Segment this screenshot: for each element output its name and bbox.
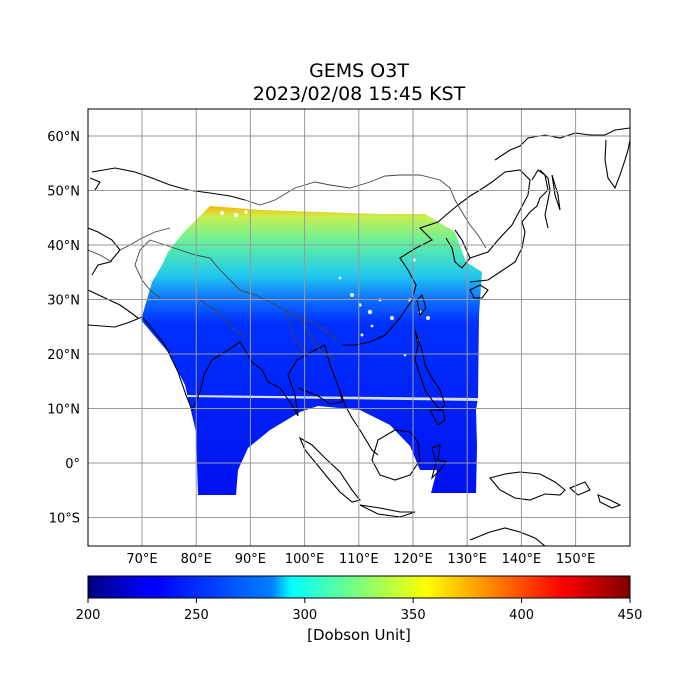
longitude-label: 100°E	[285, 552, 325, 567]
longitude-label: 90°E	[235, 552, 266, 567]
latitude-label: 30°N	[47, 294, 80, 309]
latitude-label: 20°N	[47, 348, 80, 363]
map-title: GEMS O3T	[309, 60, 409, 82]
latitude-label: 10°N	[47, 403, 80, 418]
latitude-label: 0°	[65, 457, 80, 472]
ozone-swath	[141, 206, 482, 495]
colorbar-tick-label: 200	[76, 608, 101, 623]
latitude-label: 50°N	[47, 185, 80, 200]
longitude-labels: 70°E 80°E 90°E 100°E 110°E 120°E 130°E 140°E 150…	[126, 552, 595, 567]
latitude-labels: 60°N 50°N 40°N 30°N 20°N 10°N 0° 10°S	[47, 130, 80, 527]
colorbar-tick-label: 300	[292, 608, 317, 623]
longitude-label: 120°E	[393, 552, 433, 567]
longitude-label: 130°E	[447, 552, 487, 567]
colorbar-tick-label: 350	[401, 608, 426, 623]
longitude-label: 140°E	[502, 552, 542, 567]
map-frame	[87, 108, 631, 547]
longitude-label: 110°E	[339, 552, 379, 567]
coastlines	[88, 127, 630, 546]
longitude-label: 80°E	[181, 552, 212, 567]
map-timestamp: 2023/02/08 15:45 KST	[252, 83, 466, 105]
longitude-label: 70°E	[126, 552, 157, 567]
colorbar-tick-label: 250	[184, 608, 209, 623]
latitude-label: 40°N	[47, 239, 80, 254]
colorbar-label: [Dobson Unit]	[307, 626, 411, 644]
latitude-label: 10°S	[49, 512, 80, 527]
graticule	[88, 109, 630, 546]
latitude-label: 60°N	[47, 130, 80, 145]
colorbar	[87, 575, 631, 599]
longitude-label: 150°E	[556, 552, 596, 567]
colorbar-tick-label: 400	[509, 608, 534, 623]
colorbar-ticks: 200 250 300 350 400 450	[76, 598, 643, 623]
colorbar-tick-label: 450	[618, 608, 643, 623]
